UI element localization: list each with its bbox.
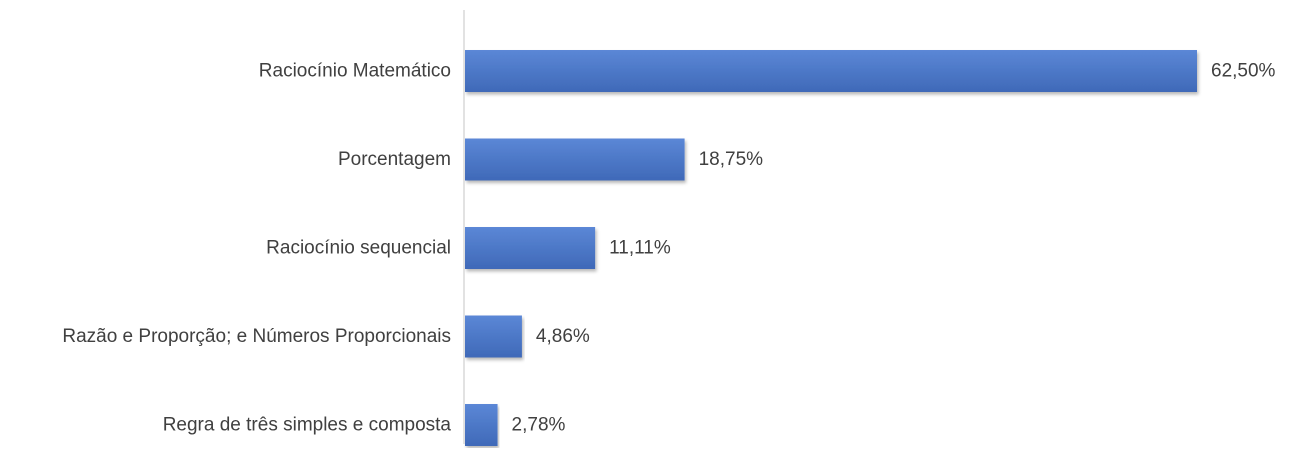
bars-layer (465, 50, 1197, 446)
labels-layer: Raciocínio Matemático 62,50% Porcentagem 18… (62, 61, 1275, 436)
category-label: Razão e Proporção; e Números Proporciona… (62, 326, 451, 347)
bar-4 (465, 404, 498, 446)
value-label: 4,86% (536, 326, 590, 347)
value-label: 11,11% (609, 238, 671, 259)
category-label: Regra de três simples e composta (163, 415, 452, 436)
bar-2 (465, 227, 596, 269)
category-label: Porcentagem (338, 149, 451, 170)
category-label: Raciocínio Matemático (259, 61, 451, 82)
value-label: 2,78% (512, 415, 566, 436)
value-label: 62,50% (1211, 61, 1276, 82)
bar-0 (465, 50, 1197, 92)
bar-1 (465, 138, 685, 181)
category-label: Raciocínio sequencial (266, 238, 451, 259)
bar-3 (465, 315, 522, 358)
value-label: 18,75% (699, 149, 764, 170)
